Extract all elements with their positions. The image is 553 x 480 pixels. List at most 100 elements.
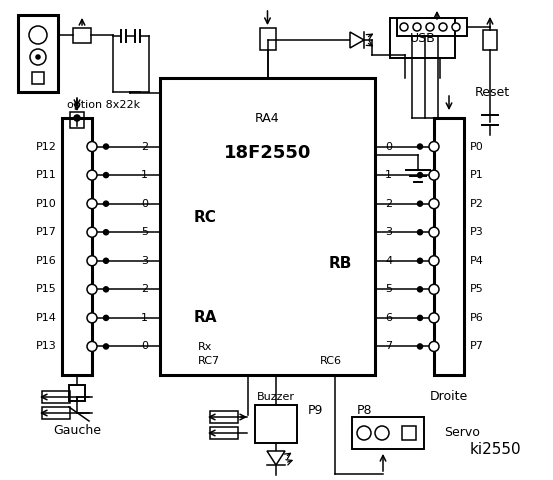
Text: 7: 7 — [385, 341, 392, 351]
Circle shape — [429, 170, 439, 180]
Text: 3: 3 — [385, 227, 392, 237]
Text: RA4: RA4 — [255, 111, 280, 124]
Bar — [390, 18, 455, 58]
Text: P7: P7 — [470, 341, 484, 351]
Text: 1: 1 — [141, 313, 148, 323]
Circle shape — [418, 258, 422, 263]
Circle shape — [426, 23, 434, 31]
Text: 2: 2 — [385, 199, 392, 209]
Text: Buzzer: Buzzer — [257, 392, 295, 402]
Text: P9: P9 — [307, 404, 323, 417]
Text: 5: 5 — [385, 284, 392, 294]
Circle shape — [429, 142, 439, 152]
Circle shape — [103, 344, 108, 349]
Circle shape — [103, 144, 108, 149]
Text: P12: P12 — [36, 142, 57, 152]
Bar — [62, 118, 92, 375]
Bar — [259, 28, 275, 50]
Text: 0: 0 — [141, 199, 148, 209]
Text: P13: P13 — [36, 341, 57, 351]
Circle shape — [418, 230, 422, 235]
Text: ki2550: ki2550 — [470, 443, 521, 457]
Circle shape — [30, 49, 46, 65]
Bar — [255, 405, 297, 443]
Text: P1: P1 — [470, 170, 484, 180]
Circle shape — [87, 341, 97, 351]
Text: P17: P17 — [36, 227, 57, 237]
Text: P4: P4 — [470, 256, 484, 266]
Circle shape — [418, 144, 422, 149]
Text: USB: USB — [410, 32, 435, 45]
Bar — [70, 112, 84, 128]
Text: P2: P2 — [470, 199, 484, 209]
Bar — [483, 30, 497, 50]
Text: RB: RB — [328, 255, 352, 271]
Bar — [32, 72, 44, 84]
Bar — [69, 385, 85, 401]
Bar — [434, 118, 464, 375]
Text: P11: P11 — [36, 170, 57, 180]
Bar — [160, 78, 375, 375]
Text: 2: 2 — [141, 142, 148, 152]
Circle shape — [103, 230, 108, 235]
Circle shape — [429, 256, 439, 266]
Text: Servo: Servo — [444, 427, 480, 440]
Text: P8: P8 — [357, 404, 373, 417]
Text: P15: P15 — [36, 284, 57, 294]
Polygon shape — [267, 451, 285, 465]
Text: Droite: Droite — [430, 391, 468, 404]
Circle shape — [429, 313, 439, 323]
Circle shape — [103, 315, 108, 320]
Text: Gauche: Gauche — [53, 423, 101, 436]
Circle shape — [29, 26, 47, 44]
Circle shape — [87, 284, 97, 294]
Polygon shape — [350, 32, 364, 48]
Circle shape — [87, 313, 97, 323]
Circle shape — [357, 426, 371, 440]
Text: 0: 0 — [141, 341, 148, 351]
Text: P5: P5 — [470, 284, 484, 294]
Bar — [397, 18, 467, 36]
Circle shape — [87, 256, 97, 266]
Text: P3: P3 — [470, 227, 484, 237]
Circle shape — [87, 199, 97, 209]
Bar — [18, 15, 58, 92]
Text: option 8x22k: option 8x22k — [67, 100, 140, 110]
Text: 6: 6 — [385, 313, 392, 323]
Circle shape — [103, 173, 108, 178]
Text: 2: 2 — [141, 284, 148, 294]
Circle shape — [418, 287, 422, 292]
Text: Rx: Rx — [198, 342, 212, 352]
Bar — [73, 28, 91, 43]
Text: P16: P16 — [36, 256, 57, 266]
Text: P10: P10 — [36, 199, 57, 209]
Text: RC: RC — [194, 211, 216, 226]
Circle shape — [375, 426, 389, 440]
Circle shape — [439, 23, 447, 31]
Text: 1: 1 — [385, 170, 392, 180]
Bar — [210, 427, 238, 439]
Text: RC7: RC7 — [198, 356, 220, 366]
Bar — [402, 426, 416, 440]
Circle shape — [418, 201, 422, 206]
Circle shape — [418, 315, 422, 320]
Circle shape — [413, 23, 421, 31]
Circle shape — [418, 173, 422, 178]
Bar — [210, 411, 238, 423]
Circle shape — [400, 23, 408, 31]
Circle shape — [103, 201, 108, 206]
Text: RA: RA — [193, 311, 217, 325]
Text: 4: 4 — [385, 256, 392, 266]
Bar — [42, 407, 70, 419]
Text: 1: 1 — [141, 170, 148, 180]
Text: P6: P6 — [470, 313, 484, 323]
Circle shape — [87, 142, 97, 152]
Bar — [352, 417, 424, 449]
Circle shape — [87, 227, 97, 237]
Circle shape — [452, 23, 460, 31]
Text: 0: 0 — [385, 142, 392, 152]
Text: P0: P0 — [470, 142, 484, 152]
Circle shape — [74, 115, 80, 121]
Text: 5: 5 — [141, 227, 148, 237]
Bar — [42, 391, 70, 403]
